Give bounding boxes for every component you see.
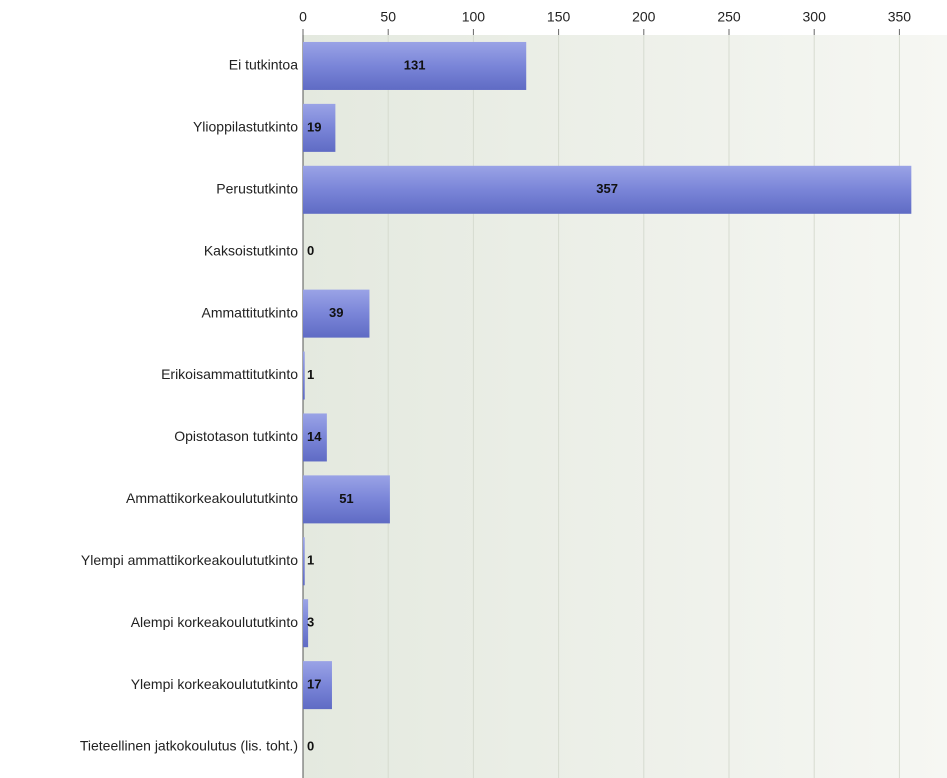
y-tick-label: Ylioppilastutkinto bbox=[193, 119, 298, 135]
y-tick-label: Ammattikorkeakoulututkinto bbox=[126, 490, 298, 506]
y-tick-label: Alempi korkeakoulututkinto bbox=[131, 614, 299, 630]
x-tick-label: 300 bbox=[803, 9, 827, 25]
value-label: 19 bbox=[307, 119, 321, 134]
y-tick-label: Erikoisammattitutkinto bbox=[161, 366, 298, 382]
value-label: 357 bbox=[596, 181, 618, 196]
value-label: 1 bbox=[307, 553, 314, 568]
value-label: 1 bbox=[307, 367, 314, 382]
y-tick-label: Ei tutkintoa bbox=[229, 57, 298, 73]
x-tick-label: 200 bbox=[632, 9, 656, 25]
bar bbox=[303, 103, 336, 152]
bar bbox=[303, 165, 912, 214]
value-label: 17 bbox=[307, 677, 321, 692]
x-tick-label: 250 bbox=[717, 9, 741, 25]
bar bbox=[303, 41, 527, 90]
bar bbox=[303, 289, 370, 338]
x-tick-label: 50 bbox=[380, 9, 396, 25]
x-tick-label: 150 bbox=[547, 9, 571, 25]
x-tick-label: 350 bbox=[888, 9, 912, 25]
bar bbox=[303, 599, 309, 648]
bar bbox=[303, 413, 327, 462]
value-label: 51 bbox=[339, 491, 353, 506]
bar bbox=[303, 661, 332, 710]
bar bbox=[303, 351, 305, 400]
x-tick-label: 100 bbox=[462, 9, 486, 25]
y-tick-label: Ammattitutkinto bbox=[202, 304, 299, 320]
y-tick-label: Perustutkinto bbox=[216, 180, 298, 196]
y-tick-label: Tieteellinen jatkokoulutus (lis. toht.) bbox=[80, 738, 298, 754]
value-label: 3 bbox=[307, 615, 314, 630]
plot-area bbox=[303, 35, 947, 778]
value-label: 14 bbox=[307, 429, 322, 444]
y-tick-label: Ylempi korkeakoulututkinto bbox=[131, 676, 299, 692]
bar bbox=[303, 475, 390, 524]
bar bbox=[303, 537, 305, 586]
value-label: 39 bbox=[329, 305, 343, 320]
y-tick-label: Ylempi ammattikorkeakoulututkinto bbox=[81, 552, 298, 568]
value-label: 0 bbox=[307, 243, 314, 258]
y-tick-label: Opistotason tutkinto bbox=[174, 428, 298, 444]
y-tick-label: Kaksoistutkinto bbox=[204, 242, 298, 258]
value-label: 0 bbox=[307, 738, 314, 753]
x-tick-label: 0 bbox=[299, 9, 307, 25]
value-label: 131 bbox=[404, 57, 426, 72]
